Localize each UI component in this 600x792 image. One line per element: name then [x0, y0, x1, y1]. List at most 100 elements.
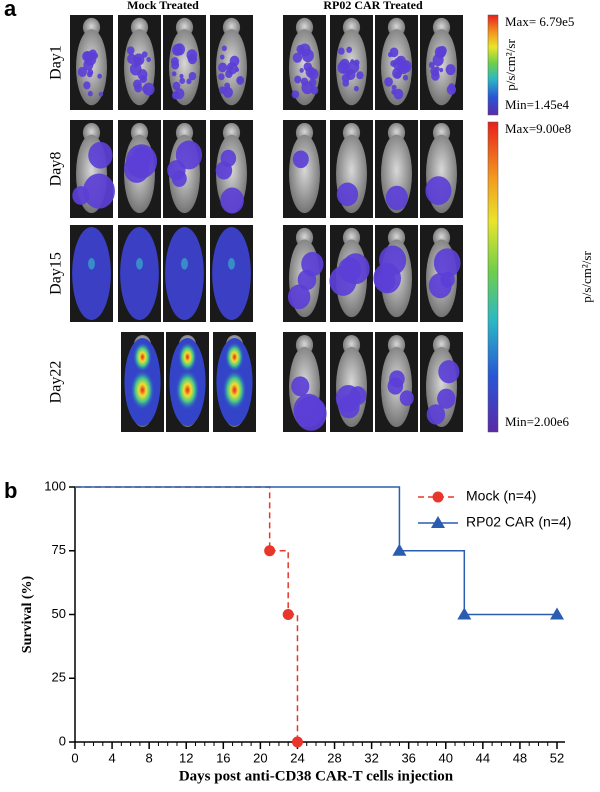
x-tick-label: 40 [439, 750, 453, 765]
colorbar-max: Max=9.00e8 [505, 121, 571, 136]
signal [336, 182, 359, 207]
y-tick-label: 25 [52, 670, 66, 685]
mouse-image [283, 120, 326, 218]
day-label: Day22 [48, 361, 65, 404]
x-tick-label: 28 [327, 750, 341, 765]
series [75, 486, 303, 748]
signal [172, 44, 183, 56]
marker [392, 543, 407, 556]
signal [389, 370, 405, 388]
signal [287, 284, 311, 310]
x-tick-label: 12 [179, 750, 193, 765]
signal [384, 77, 393, 87]
series [75, 486, 564, 620]
marker [457, 607, 472, 620]
signal [220, 187, 244, 214]
signal [308, 78, 317, 87]
signal [134, 56, 142, 65]
signal [439, 67, 444, 73]
mouse-image [70, 225, 113, 322]
signal [379, 245, 407, 276]
mouse-image [118, 15, 161, 110]
signal [338, 47, 345, 55]
panel-a: a Mock Treated RP02 CAR Treated Day1 Day8 Day… [4, 0, 594, 433]
signal [350, 59, 355, 64]
mouse-image [213, 332, 256, 432]
y-tick-label: 0 [59, 733, 66, 748]
colorbar [487, 121, 499, 433]
x-tick-label: 52 [550, 750, 564, 765]
signal [437, 388, 456, 409]
y-tick-label: 100 [44, 478, 66, 493]
signal [72, 226, 111, 321]
signal [393, 57, 405, 71]
signal [134, 83, 143, 93]
survival-step [269, 550, 289, 615]
signal [218, 73, 225, 81]
mouse-image [420, 15, 463, 110]
day-label: Day8 [48, 152, 65, 187]
x-tick-label: 0 [71, 750, 78, 765]
signal [337, 61, 349, 74]
mouse-image [210, 15, 253, 110]
x-axis-title: Days post anti-CD38 CAR-T cells injectio… [179, 768, 454, 784]
y-tick-label: 50 [52, 606, 66, 621]
signal [186, 49, 198, 62]
signal [221, 45, 227, 52]
signal [126, 46, 135, 55]
signal [87, 71, 93, 78]
mouse-image [330, 332, 373, 432]
signal [356, 71, 364, 80]
signal [179, 73, 184, 79]
mouse-image [375, 332, 418, 432]
survival-step [399, 550, 466, 615]
signal [391, 84, 397, 91]
signal [222, 370, 247, 410]
y-axis-title: Survival (%) [20, 575, 35, 653]
signal [291, 376, 310, 397]
colorbar [487, 14, 499, 116]
marker [291, 736, 303, 748]
signal [346, 46, 353, 53]
signal [392, 67, 403, 79]
signal [335, 384, 361, 413]
mouse-image [166, 332, 209, 432]
mouse-image [210, 120, 253, 218]
signal [353, 85, 359, 92]
signal [299, 68, 304, 73]
signal [426, 404, 446, 425]
signal [433, 248, 461, 278]
mouse-image [420, 120, 463, 218]
signal [391, 89, 397, 95]
signal [120, 226, 159, 321]
group-title: Mock Treated [127, 0, 199, 12]
signal [130, 370, 155, 410]
mouse-image [163, 225, 206, 322]
survival-step [288, 613, 299, 742]
day-label: Day15 [48, 252, 65, 295]
group-title: RP02 CAR Treated [323, 0, 423, 12]
mouse-image [283, 225, 326, 322]
x-tick-label: 16 [216, 750, 230, 765]
signal [226, 62, 238, 75]
signal [399, 390, 414, 406]
survival-step [75, 486, 401, 551]
mouse-image [163, 120, 206, 218]
mouse-image [118, 225, 161, 322]
signal [83, 81, 91, 90]
signal [175, 370, 200, 410]
signal [293, 393, 324, 428]
signal [305, 66, 316, 78]
mouse-image [329, 225, 373, 322]
signal [171, 170, 187, 187]
signal [431, 71, 440, 81]
signal [97, 73, 102, 79]
mouse-image [121, 332, 164, 432]
signal [133, 342, 152, 372]
x-tick-label: 4 [108, 750, 115, 765]
signal [178, 342, 197, 372]
mouse-image [163, 15, 206, 110]
signal [181, 257, 188, 270]
signal [172, 81, 181, 91]
